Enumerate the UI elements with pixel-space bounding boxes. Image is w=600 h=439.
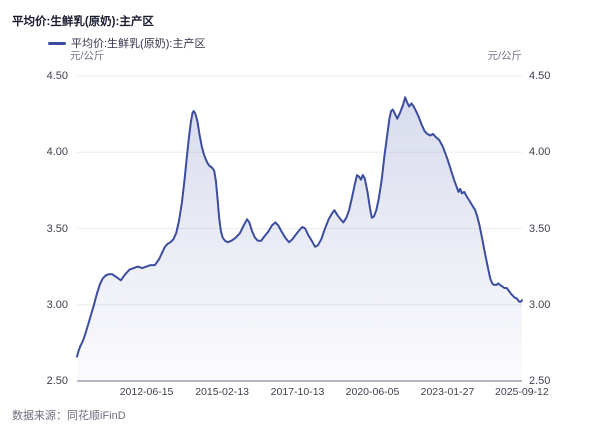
y-axis-label-right: 3.00 bbox=[529, 298, 551, 311]
x-axis-label: 2015-02-13 bbox=[195, 386, 249, 398]
y-axis-label-right: 4.50 bbox=[529, 70, 551, 82]
y-axis-unit-left: 元/公斤 bbox=[70, 50, 105, 62]
price-line bbox=[76, 96, 523, 358]
y-axis-label-right: 3.50 bbox=[529, 222, 551, 235]
y-axis-label-left: 2.50 bbox=[46, 375, 68, 387]
y-axis-unit-right: 元/公斤 bbox=[487, 50, 522, 62]
y-axis-label-left: 4.50 bbox=[46, 70, 68, 82]
page-title: 平均价:生鲜乳(原奶):主产区 bbox=[12, 16, 154, 28]
x-axis-label: 2023-01-27 bbox=[420, 386, 475, 398]
x-axis-label: 2017-10-13 bbox=[270, 386, 325, 398]
area-fill bbox=[77, 97, 522, 382]
y-axis-label-right: 2.50 bbox=[529, 375, 551, 387]
y-axis-label-left: 3.50 bbox=[46, 222, 68, 235]
x-axis-label: 2012-06-15 bbox=[119, 386, 174, 398]
y-axis-label-right: 4.00 bbox=[529, 146, 551, 159]
legend-item[interactable]: 平均价:生鲜乳(原奶):主产区 bbox=[48, 35, 205, 51]
legend-line-icon bbox=[48, 41, 66, 45]
data-source-text: 数据来源：同花顺iFinD bbox=[12, 410, 126, 422]
x-axis-label: 2020-06-05 bbox=[345, 386, 400, 398]
y-axis-label-left: 3.00 bbox=[46, 298, 68, 311]
x-axis-label: 2025-09-12 bbox=[495, 386, 549, 398]
y-axis-label-left: 4.00 bbox=[46, 146, 68, 159]
legend-label: 平均价:生鲜乳(原奶):主产区 bbox=[71, 38, 206, 50]
